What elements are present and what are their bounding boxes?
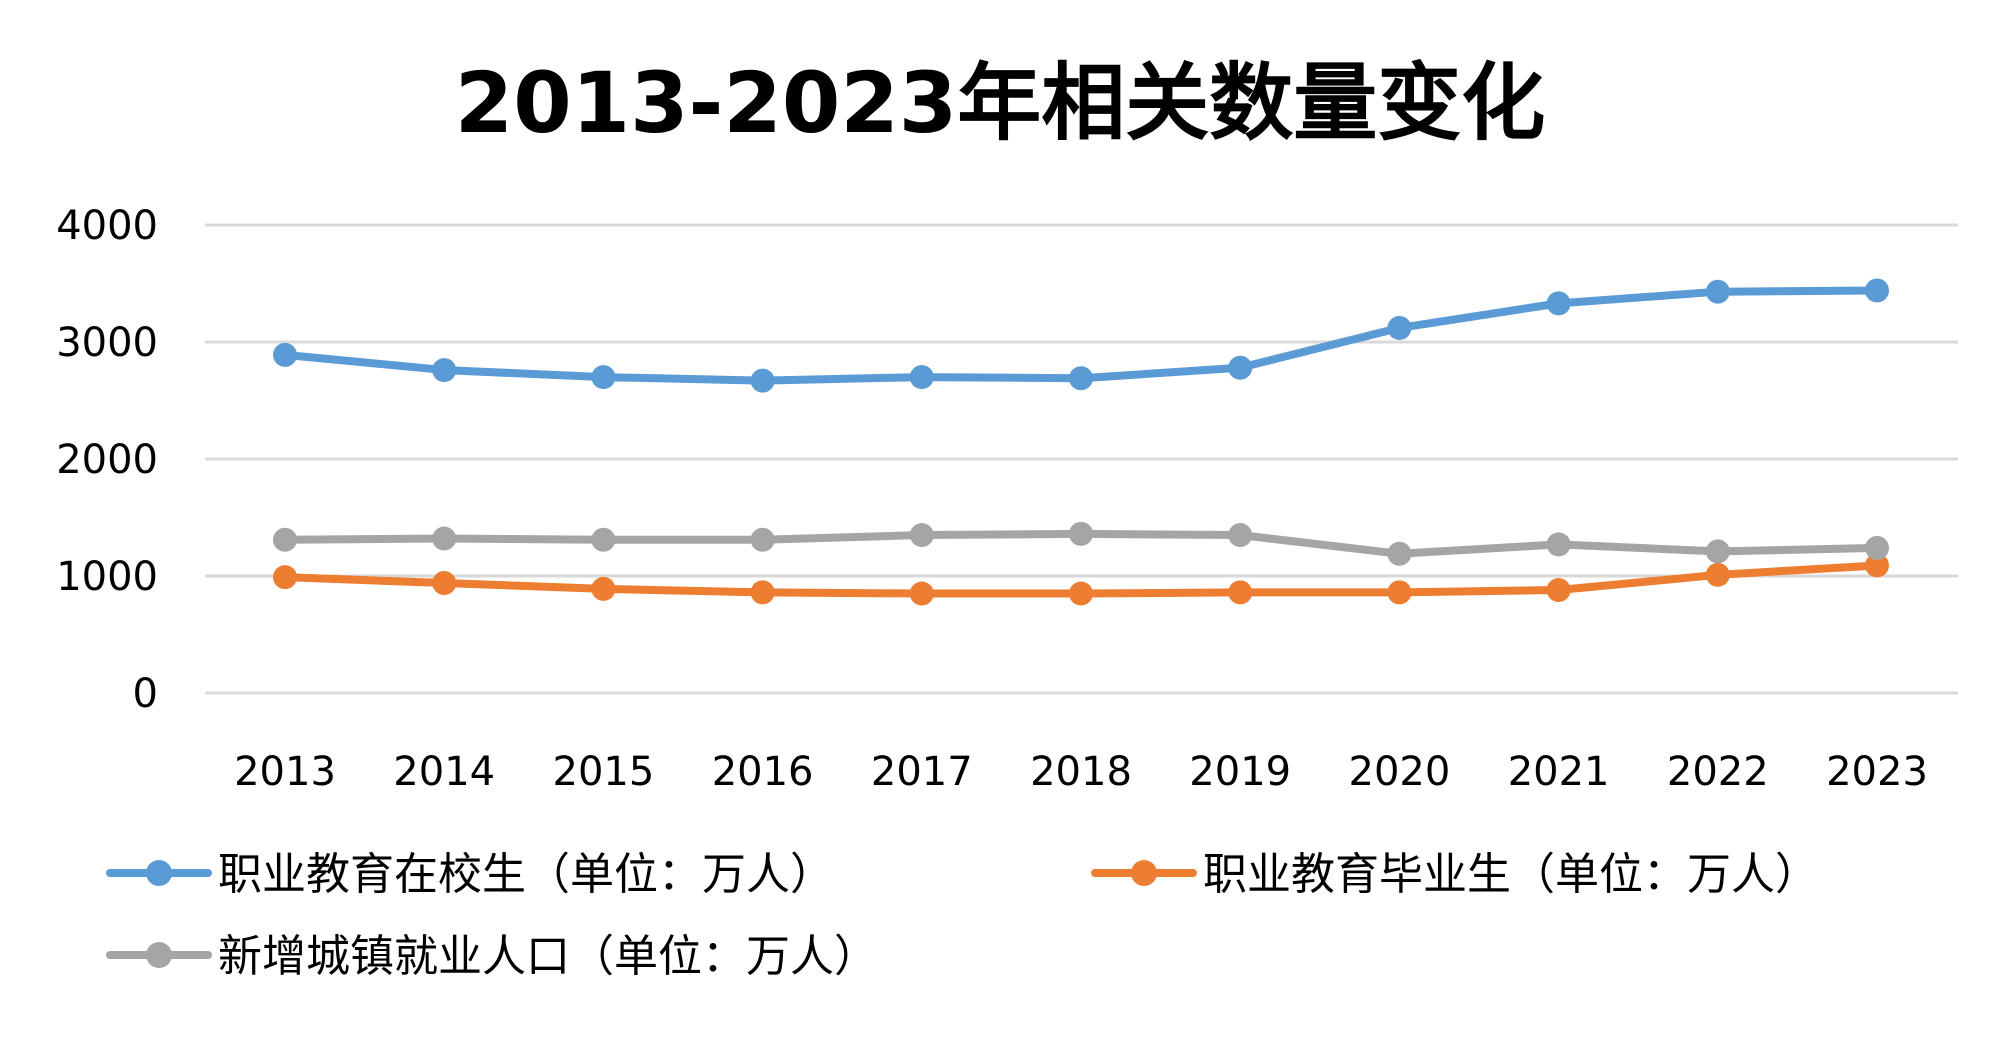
- legend-item-1: 职业教育毕业生（单位：万人）: [1091, 849, 1819, 900]
- data-point: [909, 581, 934, 606]
- data-point: [432, 571, 457, 596]
- series-group: [273, 278, 1889, 606]
- data-point: [1546, 291, 1571, 316]
- chart-title: 2013-2023年相关数量变化: [455, 54, 1545, 152]
- data-point: [273, 527, 297, 552]
- data-point: [1387, 580, 1412, 605]
- data-point: [1228, 523, 1253, 548]
- data-point: [1865, 278, 1889, 303]
- series-0: [273, 278, 1889, 393]
- legend-label: 职业教育毕业生（单位：万人）: [1203, 849, 1819, 900]
- data-point: [273, 565, 297, 590]
- legend: 职业教育在校生（单位：万人） 职业教育毕业生（单位：万人） 新增城镇就业人口（单位：…: [106, 849, 1819, 982]
- data-point: [432, 526, 457, 551]
- y-tick-label: 0: [133, 671, 158, 717]
- legend-item-2: 新增城镇就业人口（单位：万人）: [106, 931, 878, 982]
- data-point: [1069, 366, 1093, 391]
- data-point: [432, 358, 457, 383]
- data-point: [1387, 541, 1412, 566]
- data-point: [1705, 562, 1730, 587]
- data-point: [909, 523, 934, 548]
- legend-marker: [1131, 860, 1157, 886]
- y-tick-label: 4000: [56, 203, 158, 249]
- data-point: [1546, 532, 1571, 557]
- data-point: [1069, 521, 1093, 546]
- y-tick-label: 1000: [56, 554, 158, 600]
- legend-marker: [146, 942, 172, 968]
- x-tick-label: 2021: [1508, 749, 1610, 795]
- x-tick-label: 2019: [1189, 749, 1291, 795]
- x-axis-ticks: 2013 2014 2015 2016 2017 2018 2019 2020 2021 2022…: [234, 749, 1928, 795]
- x-tick-label: 2018: [1030, 749, 1132, 795]
- y-axis-ticks: 0 1000 2000 3000 4000: [56, 203, 158, 717]
- data-point: [750, 368, 775, 393]
- data-point: [1228, 355, 1253, 380]
- data-point: [750, 580, 775, 605]
- data-point: [1228, 580, 1253, 605]
- data-point: [1387, 315, 1412, 340]
- data-point: [591, 365, 616, 390]
- legend-marker: [146, 860, 172, 886]
- x-tick-label: 2016: [712, 749, 814, 795]
- series-1: [273, 553, 1889, 606]
- data-point: [1705, 279, 1730, 304]
- legend-label: 职业教育在校生（单位：万人）: [218, 849, 834, 900]
- x-tick-label: 2020: [1349, 749, 1451, 795]
- series-2: [273, 521, 1889, 566]
- x-tick-label: 2022: [1667, 749, 1769, 795]
- x-tick-label: 2014: [393, 749, 495, 795]
- x-tick-label: 2013: [234, 749, 336, 795]
- data-point: [591, 576, 616, 601]
- x-tick-label: 2023: [1826, 749, 1928, 795]
- data-point: [1865, 535, 1889, 560]
- x-tick-label: 2015: [553, 749, 655, 795]
- data-point: [909, 365, 934, 390]
- data-point: [1705, 539, 1730, 564]
- y-tick-label: 3000: [56, 320, 158, 366]
- data-point: [750, 527, 775, 552]
- x-tick-label: 2017: [871, 749, 973, 795]
- y-tick-label: 2000: [56, 437, 158, 483]
- data-point: [273, 342, 297, 367]
- data-point: [1865, 553, 1889, 578]
- data-point: [591, 527, 616, 552]
- legend-item-0: 职业教育在校生（单位：万人）: [106, 849, 834, 900]
- legend-label: 新增城镇就业人口（单位：万人）: [218, 931, 878, 982]
- data-point: [1546, 578, 1571, 603]
- data-point: [1069, 581, 1093, 606]
